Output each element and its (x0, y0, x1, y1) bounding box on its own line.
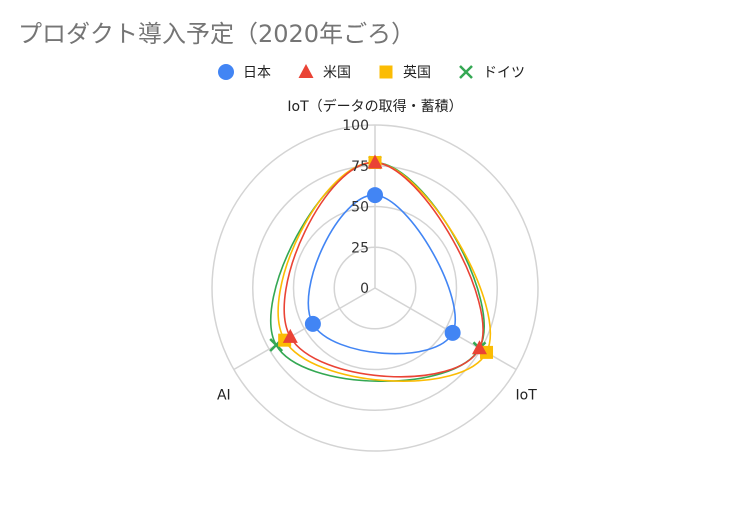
legend-label: 英国 (403, 65, 431, 81)
chart-title: プロダクト導入予定（2020年ごろ） (18, 20, 416, 48)
axis-label: IoT (516, 388, 538, 404)
legend-label: 日本 (243, 65, 271, 81)
data-point (304, 315, 321, 332)
radial-tick-label: 0 (360, 281, 369, 297)
radial-tick-label: 75 (351, 159, 369, 175)
data-point (218, 64, 234, 80)
legend-marker-icon (218, 64, 234, 80)
legend-marker-icon (379, 65, 393, 79)
data-point (282, 328, 298, 343)
axis-spoke (233, 287, 376, 371)
legend-item: ドイツ (457, 62, 525, 82)
legend-item: 米国 (297, 62, 351, 82)
data-point (379, 65, 393, 79)
radial-tick-label: 100 (342, 118, 369, 134)
data-point (459, 65, 473, 79)
data-point (367, 154, 383, 169)
legend: 日本 米国 英国 ドイツ (0, 62, 742, 82)
axis-label: AI (217, 388, 231, 404)
axis-spoke (374, 287, 517, 371)
data-point (298, 64, 314, 78)
series-line (283, 161, 484, 378)
legend-marker-icon (298, 64, 314, 78)
legend-item: 英国 (377, 62, 431, 82)
legend-label: ドイツ (483, 65, 525, 81)
data-point (367, 187, 383, 204)
data-point (444, 324, 461, 341)
radial-tick-label: 25 (351, 240, 369, 256)
data-point (471, 340, 487, 355)
legend-marker-icon (459, 65, 473, 79)
legend-label: 米国 (323, 65, 351, 81)
series-line (307, 194, 456, 355)
axis-label: IoT（データの取得・蓄積） (287, 98, 462, 115)
legend-item: 日本 (217, 62, 271, 82)
radial-tick-label: 50 (351, 200, 369, 216)
series-line (277, 161, 492, 382)
